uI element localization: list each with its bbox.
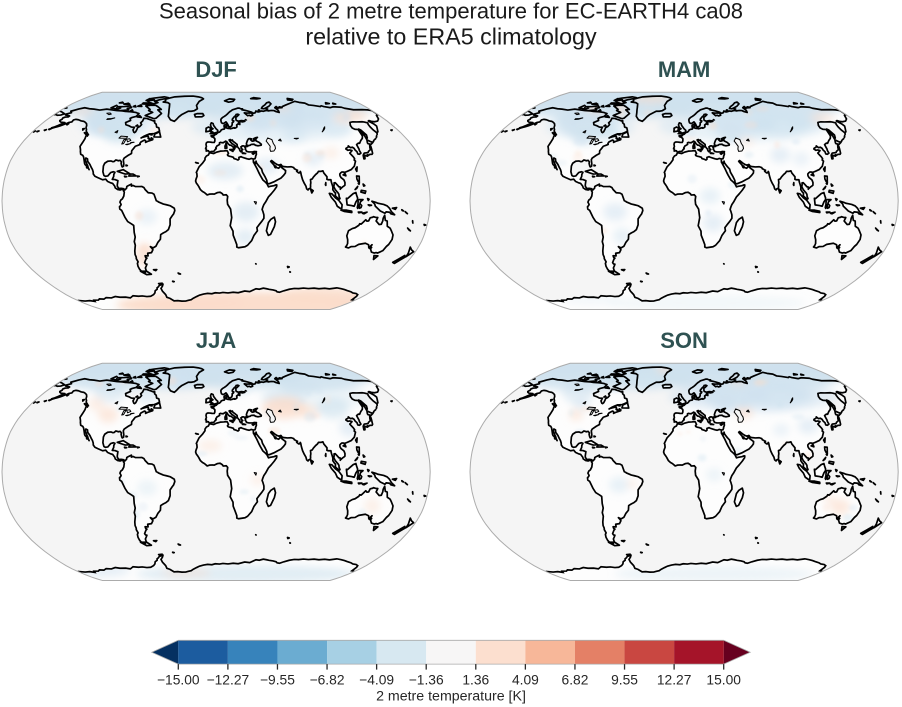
svg-text:SON: SON [660,328,708,353]
svg-text:6.82: 6.82 [562,673,589,688]
svg-text:−12.27: −12.27 [207,673,250,688]
svg-text:JJA: JJA [196,328,236,353]
svg-text:MAM: MAM [658,57,711,82]
svg-text:9.55: 9.55 [611,673,638,688]
svg-text:relative to ERA5 climatology: relative to ERA5 climatology [305,23,597,49]
svg-text:2 metre temperature [K]: 2 metre temperature [K] [376,688,526,704]
svg-text:−15.00: −15.00 [157,673,200,688]
svg-text:1.36: 1.36 [462,673,489,688]
svg-text:15.00: 15.00 [706,673,741,688]
svg-text:−4.09: −4.09 [359,673,394,688]
svg-text:4.09: 4.09 [512,673,539,688]
svg-text:−6.82: −6.82 [310,673,345,688]
svg-text:Seasonal bias of 2 metre tempe: Seasonal bias of 2 metre temperature for… [159,0,743,23]
svg-text:DJF: DJF [195,57,237,82]
svg-text:−9.55: −9.55 [260,673,295,688]
svg-text:12.27: 12.27 [657,673,692,688]
svg-text:−1.36: −1.36 [409,673,444,688]
